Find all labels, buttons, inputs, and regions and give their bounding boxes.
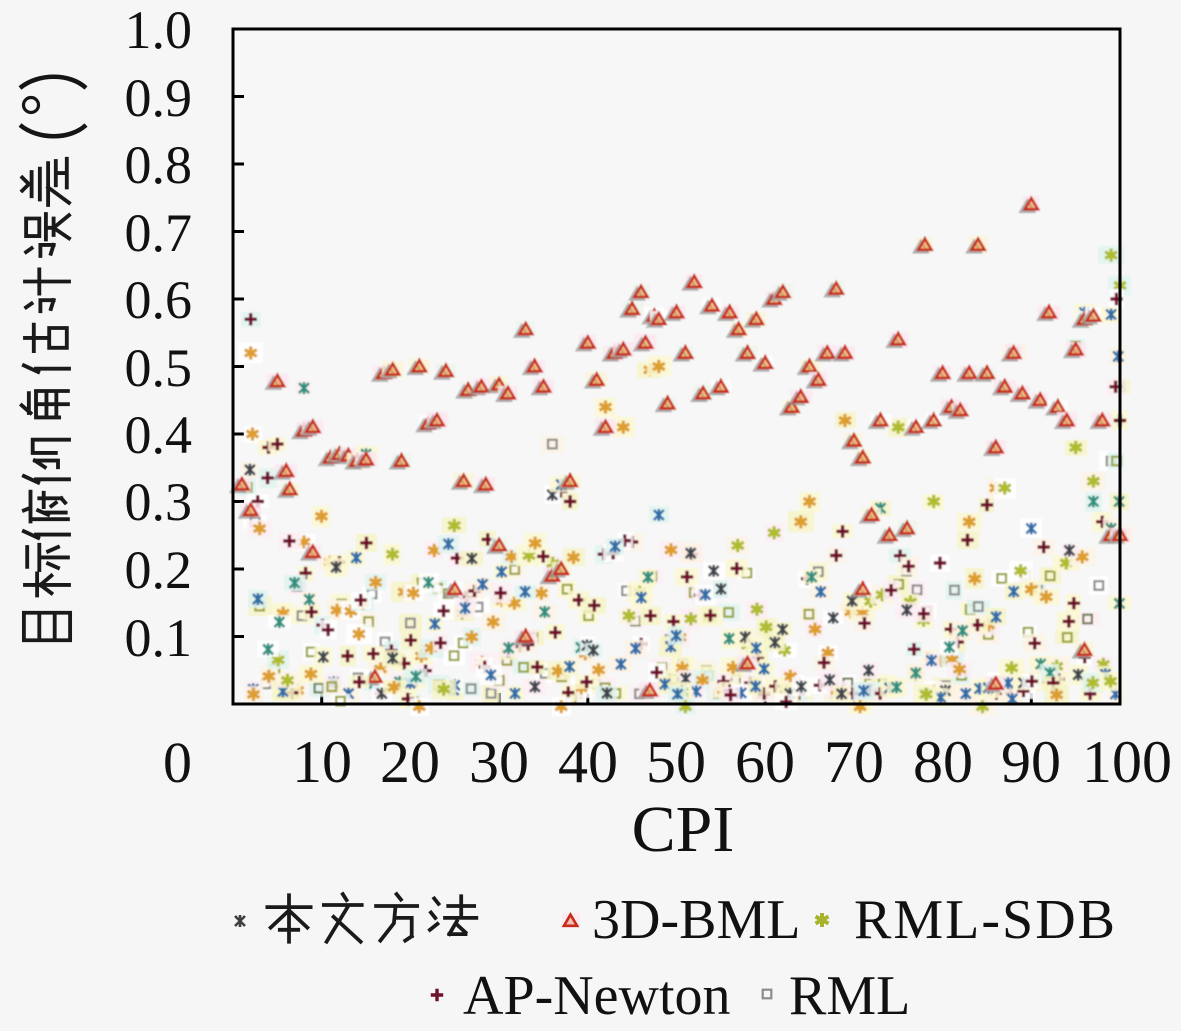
svg-text:0.9: 0.9	[125, 68, 193, 128]
svg-text:90: 90	[1001, 729, 1061, 795]
svg-text:0.7: 0.7	[125, 203, 193, 263]
svg-text:20: 20	[380, 729, 440, 795]
svg-text:0.5: 0.5	[125, 338, 193, 398]
svg-text:0.8: 0.8	[125, 135, 193, 195]
svg-text:0: 0	[163, 730, 192, 795]
svg-text:100: 100	[1082, 729, 1172, 795]
svg-text:0.4: 0.4	[125, 405, 193, 465]
svg-text:60: 60	[735, 729, 795, 795]
svg-text:0.1: 0.1	[125, 608, 193, 668]
svg-text:40: 40	[558, 729, 618, 795]
svg-text:0.6: 0.6	[125, 270, 193, 330]
svg-text:CPI: CPI	[632, 793, 735, 866]
svg-text:0.3: 0.3	[125, 472, 193, 532]
svg-text:3D-BML: 3D-BML	[592, 889, 800, 951]
svg-text:50: 50	[646, 729, 706, 795]
svg-text:RML-SDB: RML-SDB	[854, 889, 1115, 951]
svg-text:10: 10	[292, 729, 352, 795]
svg-text:80: 80	[913, 729, 973, 795]
svg-text:70: 70	[824, 729, 884, 795]
svg-text:RML: RML	[789, 965, 910, 1026]
svg-text:AP-Newton: AP-Newton	[463, 965, 731, 1026]
svg-text:0.2: 0.2	[125, 540, 193, 600]
svg-text:30: 30	[469, 729, 529, 795]
svg-text:1.0: 1.0	[125, 0, 193, 60]
